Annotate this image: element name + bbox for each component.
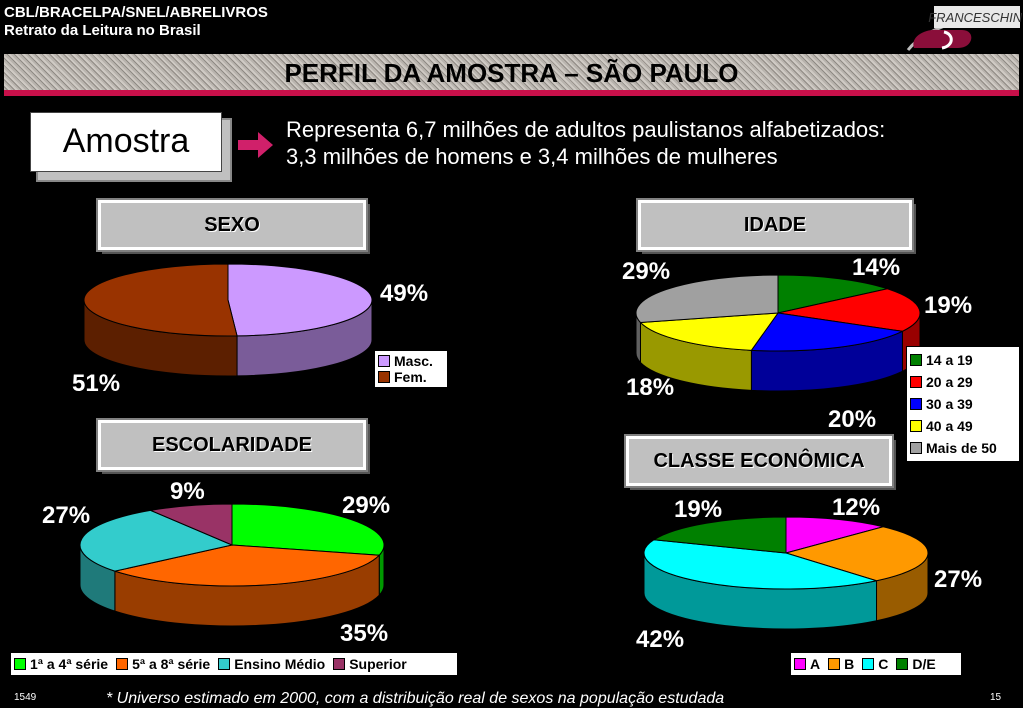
legend-swatch	[378, 355, 390, 367]
pie-slice-5-a-8-s-rie	[112, 544, 381, 587]
arrow-right-icon	[238, 130, 274, 165]
amostra-box: Amostra	[30, 112, 222, 172]
title-banner: PERFIL DA AMOSTRA – SÃO PAULO	[4, 54, 1019, 96]
pie-slice-30-a-39	[750, 312, 905, 352]
legend-item-50: Mais de 50	[910, 437, 1016, 459]
legend-item-fem: Fem.	[378, 369, 444, 385]
footnote: * Universo estimado em 2000, com a distr…	[106, 690, 725, 707]
data-label-5a8: 35%	[340, 620, 389, 647]
pie-escolaridade	[79, 503, 385, 627]
legend-item-14-19: 14 a 19	[910, 349, 1016, 371]
legend-item-superior: Superior	[333, 656, 407, 672]
amostra-label: Amostra	[62, 122, 190, 160]
data-label-c: 42%	[636, 626, 685, 653]
franceschini-logo: FRANCESCHINI	[900, 2, 1023, 52]
panel-title-sexo: SEXO	[96, 198, 368, 252]
pie-slice-c	[643, 539, 877, 590]
legend-escolaridade: 1ª a 4ª série 5ª a 8ª série Ensino Médio…	[10, 652, 458, 676]
legend-item-de: D/E	[896, 656, 936, 672]
pie-slice-fem-	[83, 263, 238, 337]
logo-text: FRANCESCHINI	[928, 10, 1022, 25]
panel-title-idade: IDADE	[636, 198, 914, 252]
legend-item-masc: Masc.	[378, 353, 444, 369]
pie-slice-superior	[148, 503, 233, 546]
data-label-14-19: 14%	[852, 254, 901, 281]
data-label-50: 29%	[622, 258, 671, 285]
data-label-a: 12%	[832, 494, 881, 521]
pie-idade	[635, 274, 921, 392]
legend-item-a: A	[794, 656, 820, 672]
data-label-30-39: 20%	[828, 406, 877, 433]
pie-sexo	[83, 263, 373, 377]
pie-slice-20-a-29	[777, 288, 921, 332]
pie-slice-14-a-19	[777, 274, 890, 314]
data-label-de: 19%	[674, 496, 723, 523]
legend-sexo: Masc. Fem.	[374, 350, 448, 388]
pie-slice-d-e	[652, 516, 787, 554]
pie-slice-40-a-49	[639, 312, 780, 351]
data-label-1a4: 29%	[342, 492, 391, 519]
legend-item-c: C	[862, 656, 888, 672]
legend-item-40-49: 40 a 49	[910, 415, 1016, 437]
pie-slice-masc-	[227, 263, 373, 337]
panel-title-escolaridade: ESCOLARIDADE	[96, 418, 368, 472]
description-line-2: 3,3 milhões de homens e 3,4 milhões de m…	[286, 144, 778, 169]
legend-item-30-39: 30 a 39	[910, 393, 1016, 415]
panel-title-classe: CLASSE ECONÔMICA	[624, 434, 894, 488]
page-title: PERFIL DA AMOSTRA – SÃO PAULO	[284, 58, 739, 88]
pie-slice-1-a-4-s-rie	[231, 503, 385, 556]
legend-item-b: B	[828, 656, 854, 672]
legend-item-5a8: 5ª a 8ª série	[116, 656, 210, 672]
data-label-40-49: 18%	[626, 374, 675, 401]
pie-slice-mais-de-50	[635, 274, 779, 323]
amostra-description: Representa 6,7 milhões de adultos paulis…	[286, 116, 885, 170]
header-line-2: Retrato da Leitura no Brasil	[4, 22, 201, 39]
description-line-1: Representa 6,7 milhões de adultos paulis…	[286, 117, 886, 142]
data-label-fem: 51%	[72, 370, 121, 397]
header-line-1: CBL/BRACELPA/SNEL/ABRELIVROS	[4, 4, 268, 21]
footer-page-number: 15	[990, 692, 1002, 703]
data-label-superior: 9%	[170, 478, 205, 505]
pie-slice-ensino-m-dio	[79, 509, 234, 572]
legend-idade: 14 a 19 20 a 29 30 a 39 40 a 49 Mais de …	[906, 346, 1020, 462]
pie-slice-b	[784, 526, 929, 582]
data-label-masc: 49%	[380, 280, 429, 307]
pie-slice-a	[785, 516, 884, 554]
legend-item-20-29: 20 a 29	[910, 371, 1016, 393]
legend-swatch	[378, 371, 390, 383]
legend-item-medio: Ensino Médio	[218, 656, 325, 672]
legend-classe: A B C D/E	[790, 652, 962, 676]
data-label-b: 27%	[934, 566, 983, 593]
data-label-medio: 27%	[42, 502, 91, 529]
footer-slide-code: 1549	[14, 692, 37, 703]
pie-classe	[643, 516, 929, 630]
data-label-20-29: 19%	[924, 292, 973, 319]
legend-item-1a4: 1ª a 4ª série	[14, 656, 108, 672]
